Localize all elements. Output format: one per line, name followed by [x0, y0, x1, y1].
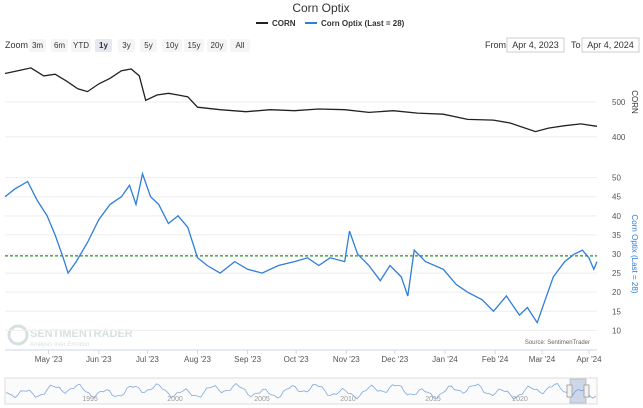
zoom-button-bg [207, 39, 227, 52]
x-tick-label: Oct '23 [284, 355, 310, 364]
zoom-button-bg [118, 39, 135, 52]
optix-y-tick-label: 25 [612, 269, 621, 278]
watermark-tagline: Analysis over Emotion [30, 342, 89, 348]
zoom-button-label: 10y [166, 41, 179, 50]
zoom-button-All[interactable]: All [230, 39, 250, 52]
navigator-tick-label: 1995 [82, 396, 98, 403]
optix-y-tick-label: 35 [612, 231, 621, 240]
x-tick-label: Apr '24 [576, 355, 602, 364]
optix-y-tick-label: 20 [612, 288, 621, 297]
zoom-button-bg [140, 39, 157, 52]
zoom-button-label: 5y [144, 41, 152, 50]
optix-y-tick-label: 30 [612, 250, 621, 259]
optix-y-tick-label: 10 [612, 326, 621, 335]
optix-y-tick-label: 45 [612, 193, 621, 202]
zoom-button-label: 6m [54, 41, 65, 50]
zoom-button-label: 3y [122, 41, 130, 50]
zoom-button-10y[interactable]: 10y [162, 39, 182, 52]
watermark-name: SENTIMENTRADER [30, 328, 133, 340]
navigator-tick-label: 2010 [340, 396, 356, 403]
chart-title: Corn Optix [292, 1, 349, 15]
navigator-series [5, 383, 597, 400]
x-tick-label: Jan '24 [432, 355, 458, 364]
zoom-button-3y[interactable]: 3y [118, 39, 135, 52]
date-range: From Apr 4, 2023 To Apr 4, 2024 [485, 37, 640, 53]
zoom-button-bg [95, 39, 112, 52]
zoom-button-bg [184, 39, 204, 52]
navigator-left-handle[interactable] [566, 384, 573, 398]
zoom-button-bg [230, 39, 250, 52]
zoom-button-bg [71, 39, 91, 52]
zoom-button-label: YTD [73, 41, 89, 50]
zoom-button-bg [51, 39, 68, 52]
legend: CORN Corn Optix (Last = 28) [256, 19, 405, 28]
x-tick-label: Dec '23 [381, 355, 408, 364]
zoom-button-label: 20y [211, 41, 224, 50]
zoom-button-20y[interactable]: 20y [207, 39, 227, 52]
zoom-button-label: All [236, 41, 245, 50]
corn-y-tick-label: 500 [612, 98, 626, 107]
watermark-logo-icon [7, 324, 29, 346]
optix-series-line[interactable] [4, 171, 598, 325]
x-tick-label: Sep '23 [234, 355, 261, 364]
range-from-label: From [485, 40, 506, 50]
navigator-right-handle[interactable] [583, 384, 590, 398]
zoom-button-label: 15y [188, 41, 201, 50]
zoom-button-1y[interactable]: 1y [95, 39, 112, 52]
zoom-button-6m[interactable]: 6m [51, 39, 68, 52]
x-tick-label: May '23 [35, 355, 63, 364]
zoom-button-bg [29, 39, 46, 52]
corn-axis-label: CORN [630, 90, 639, 114]
zoom-button-3m[interactable]: 3m [29, 39, 46, 52]
navigator-selection[interactable] [569, 378, 587, 404]
corn-y-tick-label: 400 [612, 133, 626, 142]
optix-y-tick-label: 15 [612, 307, 621, 316]
zoom-button-5y[interactable]: 5y [140, 39, 157, 52]
zoom-button-bg [162, 39, 182, 52]
zoom-controls: Zoom 3m 6m YTD 1y 3y 5y 10y 15y 20y All [5, 39, 250, 52]
range-to-box [581, 37, 640, 53]
optix-axis-label: Corn Optix (Last = 28) [630, 215, 639, 294]
x-tick-label: Jul '23 [136, 355, 159, 364]
range-to-label: To [571, 40, 581, 50]
corn-series-line[interactable] [4, 67, 598, 133]
x-tick-label: Aug '23 [184, 355, 211, 364]
navigator[interactable] [4, 377, 598, 405]
zoom-button-label: 3m [32, 41, 43, 50]
range-from-input[interactable]: Apr 4, 2023 [512, 40, 559, 50]
source-note: Source: SentimenTrader [525, 340, 590, 346]
x-tick-label: Jun '23 [86, 355, 112, 364]
zoom-button-15y[interactable]: 15y [184, 39, 204, 52]
zoom-label: Zoom [5, 40, 28, 50]
x-tick-label: Feb '24 [482, 355, 509, 364]
navigator-tick-label: 2020 [512, 396, 528, 403]
legend-optix-label[interactable]: Corn Optix (Last = 28) [321, 19, 405, 28]
watermark: SENTIMENTRADER Analysis over Emotion [7, 324, 133, 348]
optix-y-tick-label: 50 [612, 174, 621, 183]
x-tick-label: Nov '23 [333, 355, 360, 364]
range-from-box [506, 37, 565, 53]
zoom-button-YTD[interactable]: YTD [71, 39, 91, 52]
navigator-tick-label: 2015 [425, 396, 441, 403]
navigator-tick-label: 2000 [167, 396, 183, 403]
x-tick-label: Mar '24 [529, 355, 556, 364]
navigator-tick-label: 2005 [254, 396, 270, 403]
range-to-input[interactable]: Apr 4, 2024 [587, 40, 634, 50]
legend-corn-label[interactable]: CORN [272, 19, 296, 28]
optix-y-tick-label: 40 [612, 212, 621, 221]
zoom-button-label: 1y [99, 41, 108, 50]
